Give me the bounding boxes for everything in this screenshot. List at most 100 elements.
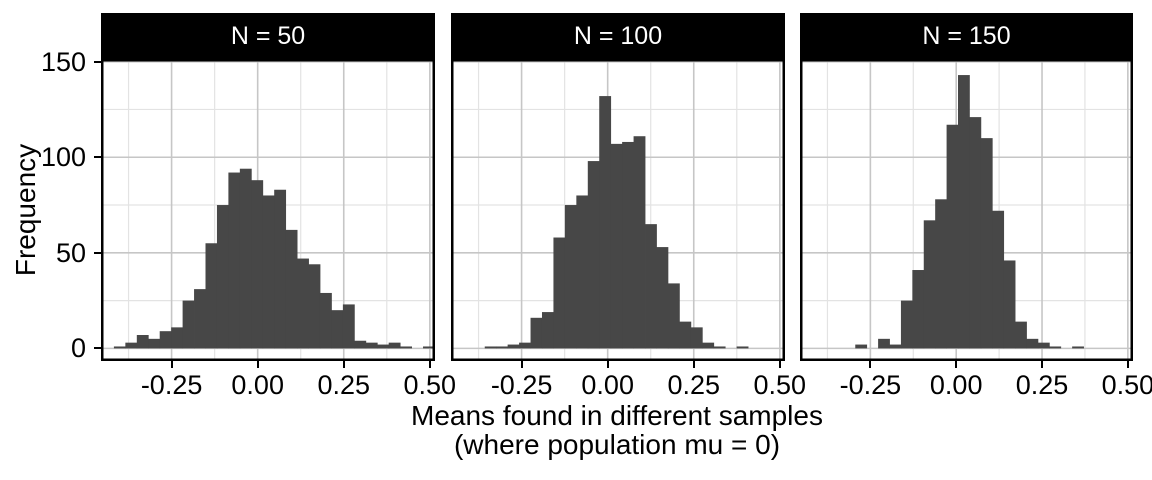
histogram-bar [1003, 260, 1016, 349]
histogram-bar [969, 117, 982, 349]
histogram-bar [228, 172, 241, 349]
histogram-bar [182, 300, 195, 349]
x-tick-label: 0.50 [403, 370, 457, 400]
histogram-bar [354, 340, 367, 349]
histogram-bar [736, 346, 749, 349]
x-tick-mark [778, 361, 781, 368]
histogram-bar [285, 229, 298, 349]
panel-border [101, 59, 435, 361]
histogram-bar [667, 283, 680, 349]
histogram-bar [159, 331, 172, 349]
histogram-bar [690, 327, 703, 349]
histogram-bar [935, 199, 947, 349]
x-axis-title-line2: (where population mu = 0) [453, 429, 781, 460]
y-tick-mark [94, 60, 101, 63]
histogram-bar [992, 210, 1005, 349]
histogram-bar [319, 292, 332, 349]
y-tick-label: 150 [40, 46, 86, 77]
histogram-bar [496, 346, 509, 349]
histogram-bar [136, 335, 149, 349]
histogram-bar [1072, 346, 1084, 349]
histogram-bar [645, 224, 657, 349]
histogram-bar [308, 264, 321, 349]
histogram-bar [576, 195, 589, 349]
x-tick-mark [606, 361, 609, 368]
histogram-bar [274, 189, 287, 349]
histogram-bar [423, 346, 435, 349]
x-tick-mark [692, 361, 695, 368]
histogram-bar [980, 138, 993, 349]
histogram-bar [878, 338, 890, 349]
histogram-bar [633, 136, 646, 349]
histogram-bar [622, 141, 634, 349]
histogram-bar [388, 342, 401, 349]
histogram-bar [958, 75, 970, 349]
histogram-bar [507, 344, 520, 349]
histogram-bar [484, 346, 497, 349]
x-tick-mark [1126, 361, 1129, 368]
histogram-bar [912, 270, 925, 349]
histogram-bar [331, 310, 344, 349]
x-tick-label: -0.25 [490, 370, 553, 400]
histogram-bar [587, 161, 600, 349]
y-tick-label: 50 [55, 237, 86, 268]
histogram-bar [900, 300, 913, 349]
histogram-bar [923, 220, 936, 349]
facet-strip-label: N = 50 [230, 21, 306, 50]
histogram-bar [541, 312, 554, 349]
facet-strip-label: N = 100 [573, 21, 663, 50]
facet-panel [101, 59, 435, 361]
x-tick-mark [1041, 361, 1043, 368]
x-tick-mark [428, 361, 431, 368]
histogram-bar [262, 195, 275, 349]
histogram-bar [365, 342, 378, 349]
histogram-bar [599, 96, 612, 349]
panel-border [800, 59, 1133, 361]
facet-strip-label: N = 150 [922, 21, 1011, 50]
histogram-bar [679, 321, 692, 349]
histogram-bar [171, 327, 184, 349]
y-tick-mark [94, 347, 101, 350]
histogram-bar [125, 342, 138, 349]
x-tick-mark [342, 361, 345, 368]
histogram-bar [1015, 321, 1027, 349]
histogram-bar [713, 346, 726, 349]
y-tick-mark [94, 251, 101, 254]
x-axis-title-line1: Means found in different samples [411, 400, 823, 431]
x-tick-label: 0.00 [581, 370, 634, 400]
y-tick-mark [94, 156, 101, 159]
x-tick-mark [869, 361, 872, 368]
histogram-bar [148, 338, 161, 349]
histogram-bar [946, 124, 959, 349]
histogram-bar [239, 168, 252, 349]
x-tick-label: 0.50 [753, 370, 807, 400]
x-tick-mark [170, 361, 173, 368]
x-tick-mark [955, 361, 958, 368]
histogram-bar [377, 344, 390, 349]
x-tick-label: 0.00 [231, 370, 284, 400]
x-tick-mark [256, 361, 259, 368]
x-tick-label: 0.00 [929, 370, 983, 400]
x-tick-label: 0.50 [1101, 370, 1152, 400]
facet-strip: N = 50 [101, 13, 435, 59]
histogram-bar [216, 205, 229, 349]
x-tick-mark [520, 361, 523, 368]
histogram-bar [553, 237, 566, 349]
histogram-bar [342, 304, 355, 349]
histogram-bar [251, 180, 264, 349]
facet-strip: N = 150 [800, 13, 1133, 59]
histogram-bar [194, 289, 206, 349]
histogram-bar [519, 342, 531, 349]
histogram-bar [297, 258, 309, 349]
x-tick-label: 0.25 [317, 370, 371, 400]
x-tick-label: -0.25 [839, 370, 902, 400]
facet-strip: N = 100 [451, 13, 785, 59]
y-tick-label: 100 [40, 142, 86, 173]
histogram-bar [855, 344, 868, 349]
facet-panel [800, 59, 1133, 361]
histogram-bar [1037, 342, 1050, 349]
x-tick-label: 0.25 [1015, 370, 1069, 400]
histogram-bar [1026, 338, 1039, 349]
y-tick-label: 0 [70, 333, 86, 364]
